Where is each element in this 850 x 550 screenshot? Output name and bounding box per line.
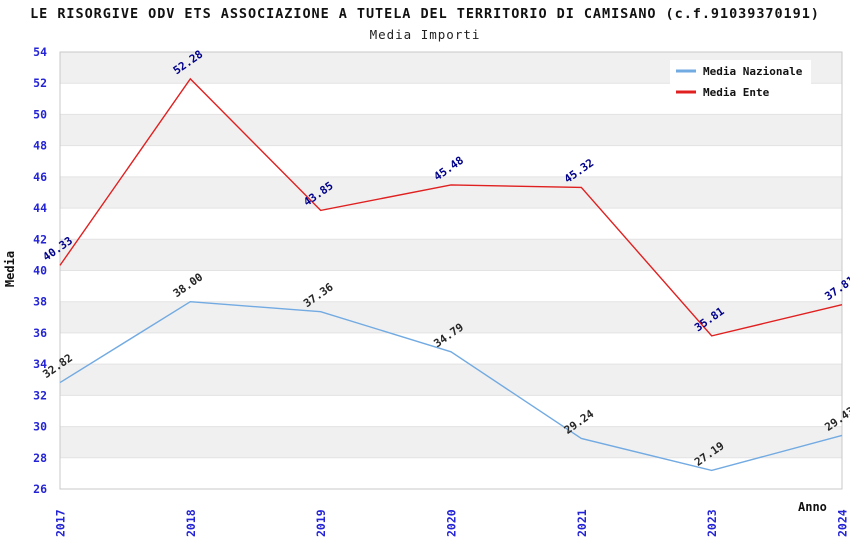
y-tick-label: 46: [33, 170, 47, 184]
plot-frame: [59, 51, 843, 490]
y-tick-label: 38: [33, 295, 47, 309]
y-tick-label: 28: [33, 451, 47, 465]
y-tick-label: 44: [33, 201, 47, 215]
x-tick-label: 2018: [184, 509, 198, 537]
x-tick-label: 2017: [54, 509, 68, 537]
y-tick-label: 42: [33, 232, 47, 246]
y-tick-label: 34: [33, 357, 47, 371]
y-tick-label: 52: [33, 76, 47, 90]
grid-band: [60, 176, 842, 209]
y-tick-label: 40: [33, 264, 47, 278]
grid-band: [60, 364, 842, 396]
y-tick-label: 36: [33, 326, 47, 340]
x-tick-label: 2024: [836, 509, 850, 537]
grid-band: [60, 239, 842, 271]
series-line-media-ente: [59, 77, 843, 337]
x-tick-label: 2021: [575, 509, 589, 537]
x-tick-label: 2023: [705, 509, 719, 537]
x-axis-title: Anno: [798, 500, 827, 514]
y-tick-label: 32: [33, 388, 47, 402]
chart-title: LE RISORGIVE ODV ETS ASSOCIAZIONE A TUTE…: [30, 6, 820, 22]
x-tick-label: 2020: [445, 509, 459, 537]
legend-label-media-ente: Media Ente: [703, 86, 770, 99]
grid-band: [60, 114, 842, 146]
y-tick-label: 48: [33, 139, 47, 153]
grid-band: [60, 426, 842, 458]
data-label-media-nazionale: 38.00: [171, 270, 206, 300]
y-tick-label: 54: [33, 45, 47, 59]
data-label-media-nazionale: 29.43: [822, 404, 850, 434]
grid-band: [60, 301, 842, 333]
y-tick-label: 30: [33, 420, 47, 434]
legend-box: [670, 60, 811, 108]
y-tick-label: 50: [33, 107, 47, 121]
data-label-media-ente: 37.81: [822, 273, 850, 303]
chart-subtitle: Media Importi: [369, 27, 481, 42]
x-tick-label: 2019: [314, 509, 328, 537]
legend-label-media-nazionale: Media Nazionale: [703, 65, 803, 78]
y-tick-label: 26: [33, 482, 47, 496]
series-line-media-nazionale: [59, 300, 843, 472]
